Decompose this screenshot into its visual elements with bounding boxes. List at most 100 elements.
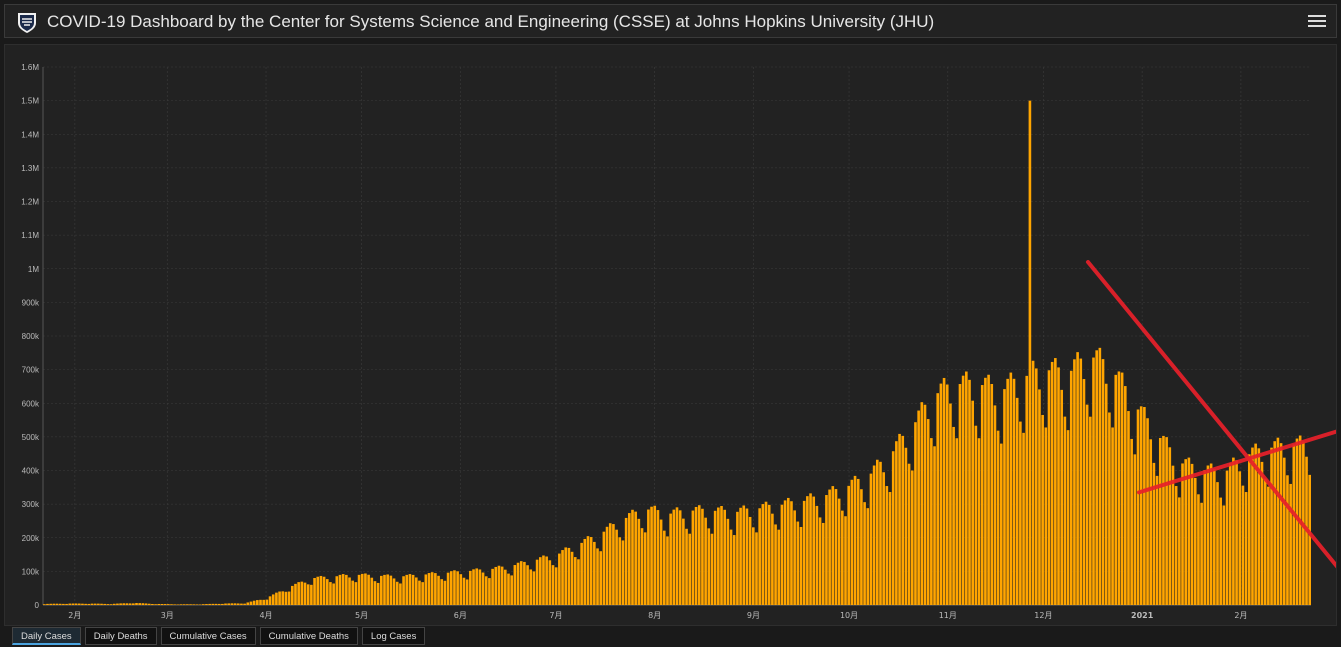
- x-tick-label: 4月: [259, 611, 272, 620]
- daily-case-bar: [513, 565, 517, 605]
- daily-case-bar: [888, 492, 892, 605]
- daily-case-bar: [863, 502, 866, 605]
- daily-case-bar: [1152, 462, 1156, 605]
- daily-case-bar: [157, 603, 161, 605]
- tab-cumulative-deaths[interactable]: Cumulative Deaths: [259, 627, 358, 645]
- daily-case-bar: [939, 383, 943, 605]
- y-tick-label: 500k: [22, 433, 40, 442]
- daily-case-bar: [561, 550, 564, 605]
- daily-case-bar: [1193, 477, 1197, 605]
- daily-case-bar: [637, 518, 641, 605]
- daily-case-bar: [589, 537, 593, 605]
- daily-case-bar: [357, 574, 361, 605]
- daily-case-bar: [491, 568, 494, 605]
- daily-case-bar: [1143, 407, 1146, 605]
- daily-case-bar: [1031, 360, 1035, 605]
- daily-case-bar: [1238, 471, 1242, 605]
- daily-case-bar: [1022, 432, 1025, 605]
- daily-case-bar: [310, 584, 313, 605]
- daily-case-bar: [965, 371, 968, 605]
- daily-case-bar: [1254, 443, 1257, 605]
- daily-case-bar: [723, 509, 726, 605]
- daily-case-bar: [1263, 478, 1267, 605]
- daily-case-bar: [529, 569, 533, 605]
- daily-case-bar: [1117, 371, 1121, 605]
- daily-case-bar: [1187, 457, 1191, 605]
- daily-case-bar: [84, 603, 87, 605]
- daily-case-bar: [869, 473, 873, 605]
- daily-case-bar: [198, 604, 202, 605]
- daily-case-bar: [806, 496, 809, 605]
- daily-case-bar: [847, 485, 850, 605]
- daily-case-bar: [707, 528, 711, 605]
- daily-case-bar: [993, 405, 997, 605]
- daily-case-bar: [599, 551, 602, 605]
- daily-case-bar: [128, 603, 132, 605]
- daily-case-bar: [952, 426, 955, 605]
- daily-case-bar: [43, 604, 46, 605]
- y-tick-label: 600k: [22, 399, 40, 408]
- daily-case-bar: [284, 591, 288, 605]
- page-title: COVID-19 Dashboard by the Center for Sys…: [47, 12, 935, 31]
- daily-case-bar: [106, 604, 110, 605]
- chart-tabs: Daily Cases Daily Deaths Cumulative Cases C…: [12, 627, 426, 646]
- daily-case-bar: [510, 575, 513, 605]
- daily-case-bar: [1282, 457, 1286, 605]
- daily-case-bar: [427, 573, 431, 605]
- hamburger-menu-icon[interactable]: [1308, 12, 1326, 30]
- daily-case-bar: [1012, 378, 1016, 605]
- daily-case-bar: [1050, 361, 1054, 605]
- x-tick-label: 8月: [648, 611, 661, 620]
- daily-case-bar: [726, 518, 730, 605]
- daily-case-bar: [624, 517, 628, 605]
- daily-case-bar: [322, 576, 326, 605]
- y-tick-label: 1.5M: [21, 97, 39, 106]
- daily-case-bar: [1267, 486, 1270, 605]
- daily-case-bar: [348, 577, 351, 605]
- daily-case-bar: [1114, 374, 1118, 605]
- daily-case-bar: [532, 571, 536, 606]
- daily-case-bar: [799, 526, 803, 605]
- tab-daily-cases[interactable]: Daily Cases: [12, 627, 81, 645]
- daily-case-bar: [933, 446, 936, 605]
- daily-case-bar: [462, 577, 466, 605]
- tab-daily-deaths[interactable]: Daily Deaths: [84, 627, 157, 645]
- daily-case-bar: [577, 559, 580, 605]
- daily-case-bar: [596, 548, 599, 605]
- daily-case-bar: [917, 410, 920, 605]
- daily-case-bar: [1025, 375, 1029, 605]
- daily-case-bar: [774, 524, 777, 605]
- daily-case-bar: [341, 574, 345, 605]
- daily-case-bar: [405, 574, 409, 605]
- daily-case-bar: [1292, 444, 1296, 605]
- x-tick-label: 9月: [747, 611, 760, 620]
- tab-cumulative-cases[interactable]: Cumulative Cases: [160, 627, 256, 645]
- tab-log-cases[interactable]: Log Cases: [361, 627, 426, 645]
- daily-case-bar: [955, 438, 959, 605]
- x-tick-label: 7月: [549, 611, 562, 620]
- daily-case-bar: [745, 508, 749, 605]
- daily-case-bar: [1279, 443, 1283, 605]
- daily-case-bar: [141, 603, 145, 605]
- daily-case-bar: [564, 547, 568, 605]
- daily-case-bar: [815, 505, 819, 605]
- daily-case-bar: [653, 505, 657, 605]
- daily-case-bar: [1130, 438, 1133, 605]
- daily-case-bar: [920, 402, 924, 605]
- daily-case-bar: [189, 604, 192, 605]
- daily-case-bar: [1063, 416, 1067, 605]
- daily-case-bar: [201, 604, 205, 605]
- daily-case-bar: [135, 603, 138, 605]
- daily-case-bar: [449, 571, 453, 605]
- daily-case-bar: [968, 379, 971, 605]
- daily-case-bar: [1111, 427, 1114, 605]
- daily-case-bar: [872, 465, 876, 605]
- daily-case-bar: [58, 603, 62, 605]
- daily-case-bar: [885, 486, 889, 605]
- daily-case-bar: [411, 574, 415, 605]
- daily-case-bar: [821, 522, 825, 605]
- daily-case-bar: [90, 603, 94, 605]
- daily-case-bar: [319, 575, 323, 605]
- daily-case-bar: [554, 567, 558, 605]
- daily-case-bar: [1047, 370, 1051, 605]
